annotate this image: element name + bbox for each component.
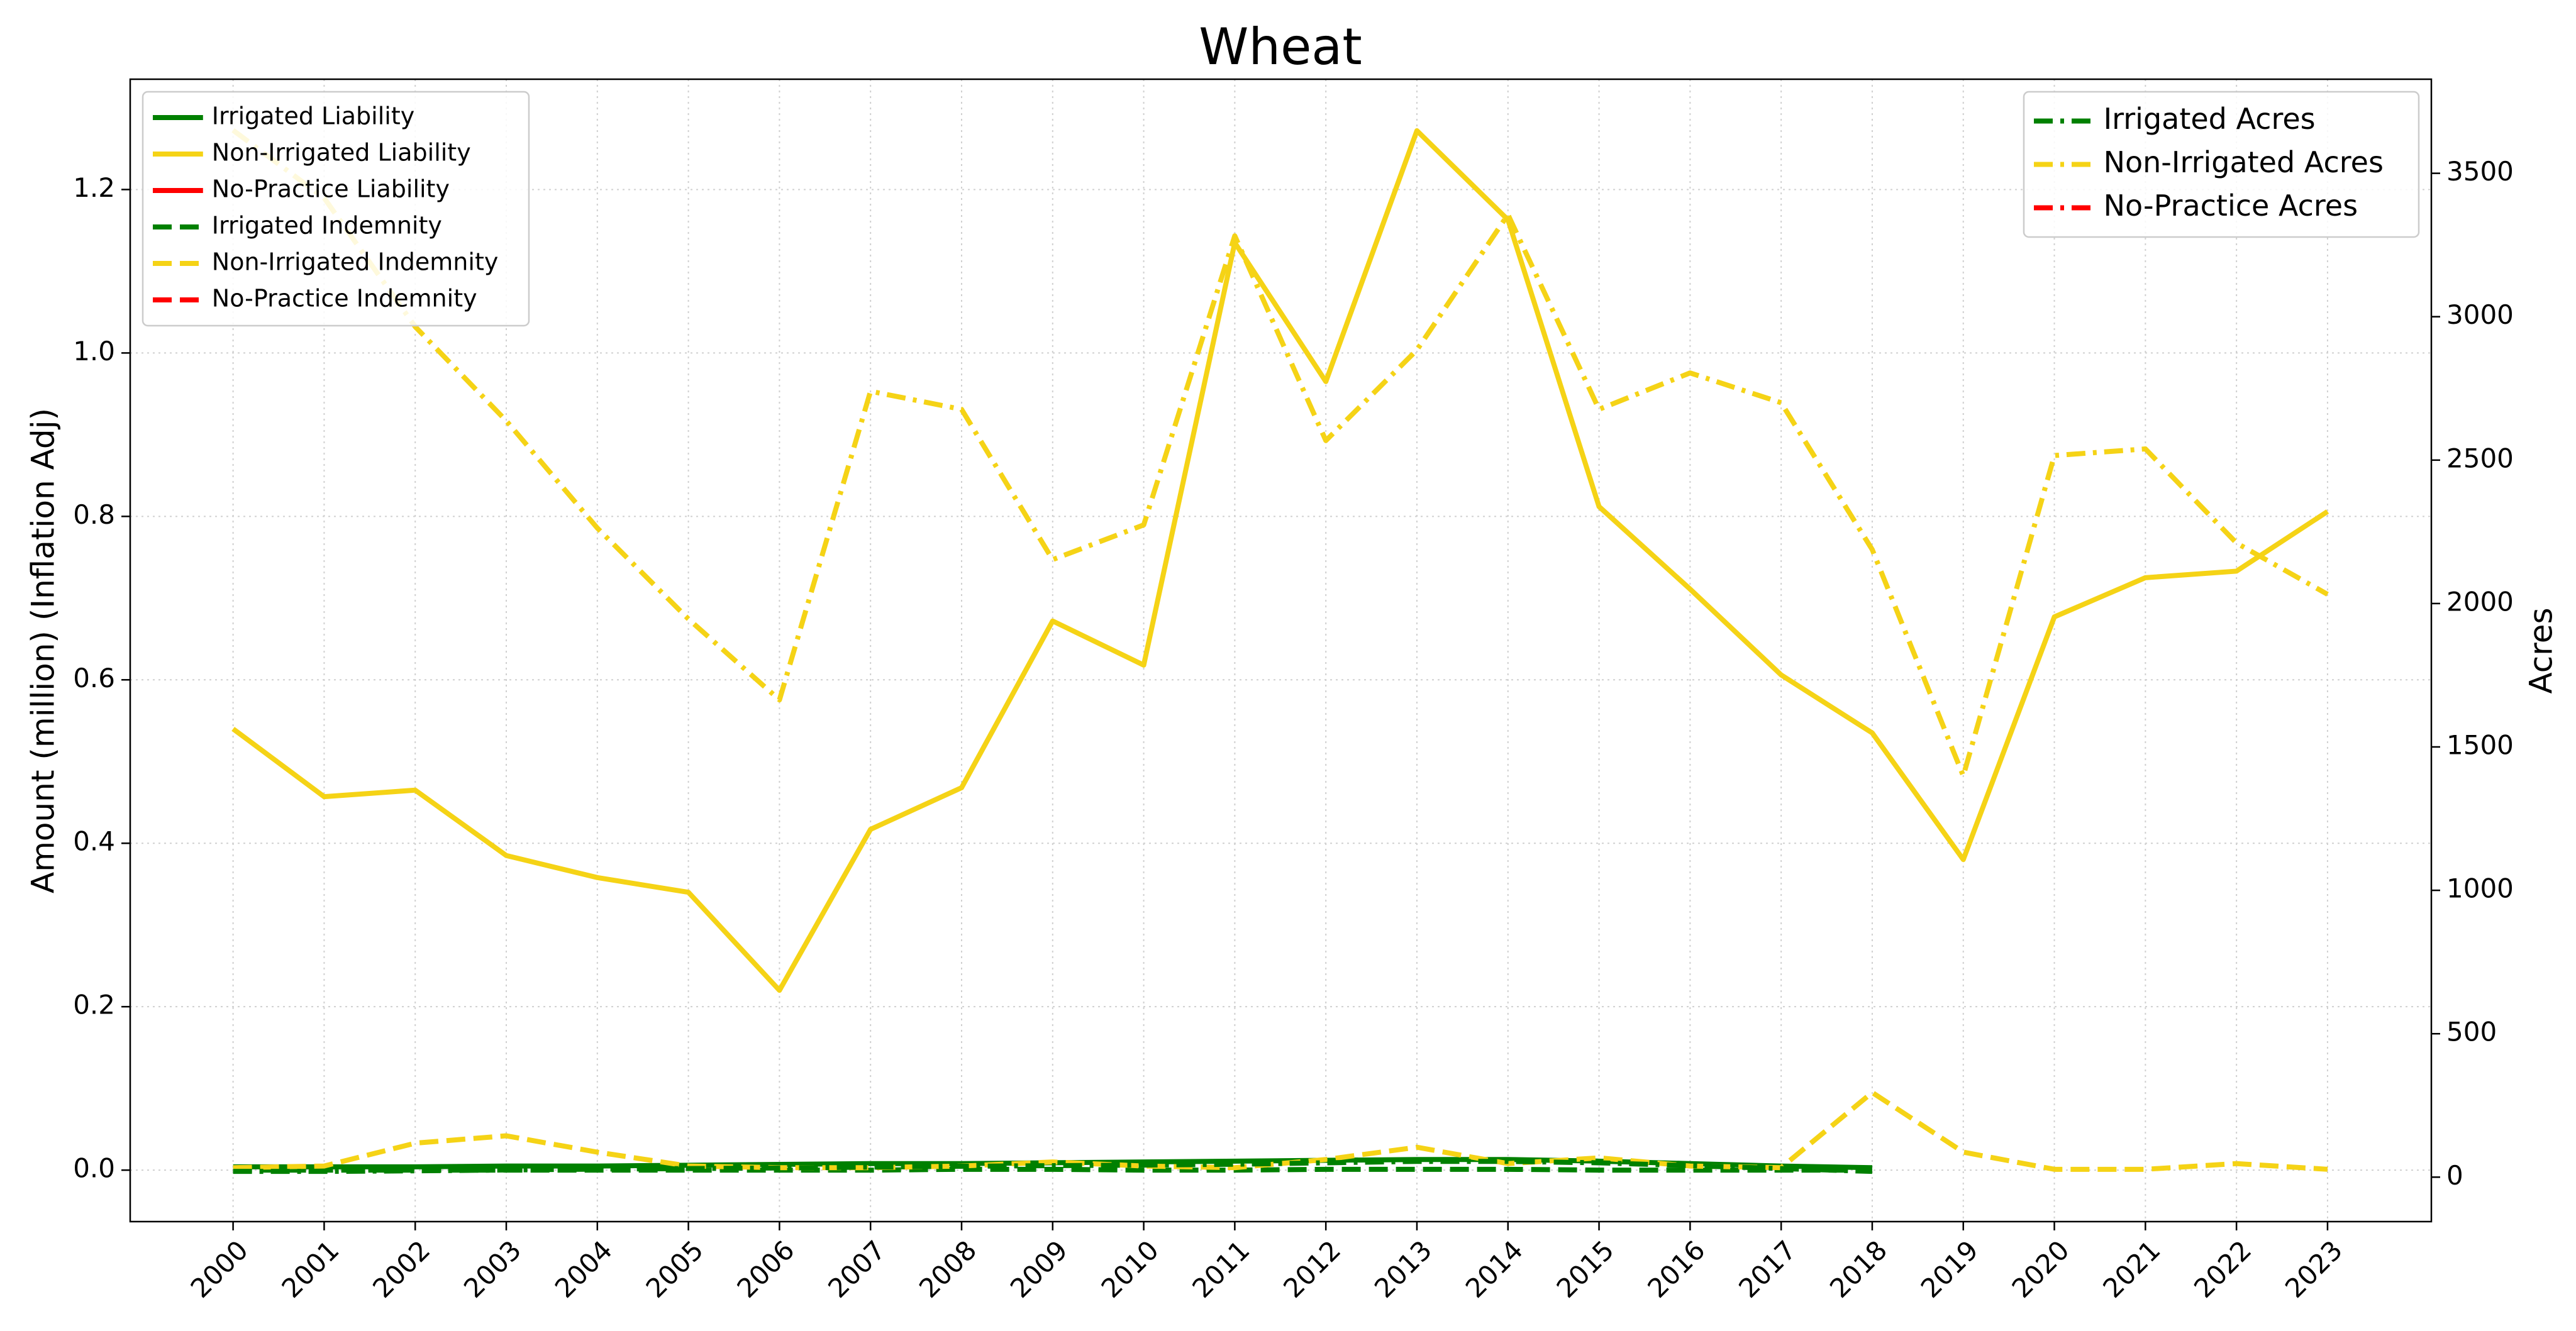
plot-frame: [129, 78, 2433, 1223]
series-line: [233, 1159, 1873, 1174]
x-tick-label: 2021: [2097, 1235, 2166, 1304]
legend-box: [2023, 91, 2420, 238]
y2-axis-label: Acres: [2523, 607, 2560, 693]
legend-label: Irrigated Liability: [212, 102, 414, 130]
x-tick-label: 2015: [1551, 1235, 1620, 1304]
y2-tick-label: 500: [2446, 1017, 2497, 1047]
y2-tick-label: 2000: [2446, 586, 2514, 617]
y-axis-label: Amount (million) (Inflation Adj): [25, 408, 62, 893]
x-tick-label: 2000: [185, 1235, 254, 1304]
legend: Irrigated Acres Non-Irrigated Acres No-Pra…: [2023, 91, 2420, 238]
x-tick-label: 2005: [640, 1235, 709, 1304]
x-tick-label: 2003: [458, 1235, 527, 1304]
x-tick-label: 2008: [913, 1235, 982, 1304]
y-tick-label: 0.0: [73, 1153, 115, 1184]
x-tick-label: 2022: [2188, 1235, 2257, 1304]
x-tick-label: 2018: [1824, 1235, 1893, 1304]
series-line: [231, 128, 2329, 993]
y2-tick-label: 1500: [2446, 730, 2514, 761]
series-line: [233, 1166, 1872, 1173]
x-tick-label: 2017: [1733, 1235, 1802, 1304]
y-tick-label: 0.4: [73, 826, 115, 857]
y-tick-label: 0.2: [73, 990, 115, 1020]
legend-label: Non-Irrigated Indemnity: [212, 248, 499, 276]
x-tick-label: 2009: [1004, 1235, 1074, 1304]
x-tick-label: 2006: [731, 1235, 800, 1304]
x-tick-label: 2004: [549, 1235, 618, 1304]
y2-tick-label: 1000: [2446, 873, 2514, 904]
y2-tick-label: 3500: [2446, 156, 2514, 187]
y-tick-label: 1.2: [73, 172, 115, 203]
y-tick-label: 1.0: [73, 336, 115, 367]
x-tick-label: 2020: [2006, 1235, 2075, 1304]
x-tick-label: 2023: [2279, 1235, 2348, 1304]
legend-box: [142, 91, 530, 327]
legend-label: Irrigated Acres: [2104, 102, 2316, 136]
legend-label: Non-Irrigated Acres: [2104, 145, 2384, 179]
y-tick-label: 0.6: [73, 663, 115, 693]
x-tick-label: 2012: [1277, 1235, 1346, 1304]
series-line: [233, 1090, 2328, 1172]
chart-title: Wheat: [1199, 18, 1362, 76]
legend-label: No-Practice Acres: [2104, 189, 2358, 223]
legend: Irrigated Liability Non-Irrigated Liabili…: [142, 91, 530, 327]
x-tick-label: 2002: [367, 1235, 436, 1304]
x-tick-label: 2007: [822, 1235, 891, 1304]
y2-tick-label: 3000: [2446, 299, 2514, 330]
legend-label: No-Practice Liability: [212, 175, 450, 203]
x-tick-label: 2016: [1641, 1235, 1711, 1304]
x-tick-label: 2019: [1915, 1235, 1984, 1304]
y2-tick-label: 0: [2446, 1160, 2463, 1191]
x-tick-label: 2014: [1460, 1235, 1529, 1304]
legend-label: No-Practice Indemnity: [212, 285, 477, 312]
legend-label: Non-Irrigated Liability: [212, 139, 471, 167]
x-tick-label: 2013: [1368, 1235, 1438, 1304]
series-line: [231, 128, 2329, 779]
x-tick-label: 2010: [1096, 1235, 1165, 1304]
y-tick-label: 0.8: [73, 499, 115, 530]
x-tick-label: 2001: [275, 1235, 345, 1304]
x-tick-label: 2011: [1186, 1235, 1255, 1304]
y2-tick-label: 2500: [2446, 443, 2514, 473]
legend-label: Irrigated Indemnity: [212, 212, 442, 240]
